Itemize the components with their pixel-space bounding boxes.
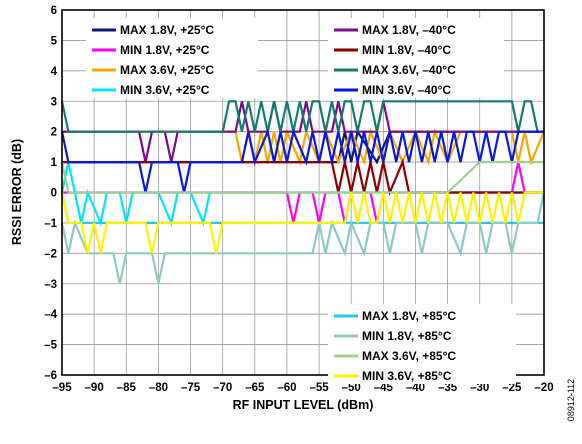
legend-label: MIN 1.8V, –40°C <box>362 43 451 57</box>
legend-label: MAX 3.6V, +25°C <box>120 63 214 77</box>
y-tick-label: 5 <box>51 35 58 47</box>
y-tick-label: 3 <box>51 96 57 108</box>
y-tick-label: –4 <box>44 309 57 321</box>
legend-label: MIN 1.8V, +85°C <box>362 329 452 343</box>
x-tick-label: –60 <box>277 382 296 394</box>
legend-label: MAX 1.8V, –40°C <box>362 23 456 37</box>
series-line-11 <box>60 191 544 254</box>
legend-25c: MAX 1.8V, +25°C MIN 1.8V, +25°C MAX 3.6V, … <box>86 18 258 98</box>
series-line-9 <box>60 192 546 285</box>
legend-label: MAX 1.8V, +25°C <box>120 23 214 37</box>
legend-label: MIN 3.6V, +25°C <box>120 83 210 97</box>
legend-label: MAX 3.6V, +85°C <box>362 349 456 363</box>
y-tick-label: 4 <box>51 66 58 78</box>
x-tick-label: –35 <box>438 382 458 394</box>
x-tick-label: –30 <box>470 382 489 394</box>
x-tick-label: –70 <box>213 382 232 394</box>
figure-id: 08912-112 <box>566 379 576 421</box>
legend-label: MAX 3.6V, –40°C <box>362 63 456 77</box>
x-axis-label: RF INPUT LEVEL (dBm) <box>233 398 374 412</box>
legend-label: MIN 3.6V, –40°C <box>362 83 451 97</box>
y-tick-label: –5 <box>44 340 57 352</box>
series-line-10 <box>60 161 544 194</box>
x-tick-label: –75 <box>181 382 201 394</box>
legend: MAX 1.8V, +25°C MIN 1.8V, +25°C MAX 3.6V, … <box>86 18 516 384</box>
x-tick-label: –80 <box>149 382 168 394</box>
x-tick-label: –85 <box>117 382 137 394</box>
y-axis-label: RSSI ERROR (dB) <box>10 139 24 245</box>
x-tick-label: –55 <box>309 382 329 394</box>
legend-85c: MAX 1.8V, +85°C MIN 1.8V, +85°C MAX 3.6V, … <box>328 304 516 384</box>
series-layer <box>60 100 546 285</box>
x-tick-label: –90 <box>85 382 104 394</box>
x-tick-label: –95 <box>52 382 72 394</box>
plot-frame <box>61 9 545 376</box>
y-tick-label: –3 <box>44 279 57 291</box>
y-tick-label: 2 <box>51 127 57 139</box>
legend-minus40c: MAX 1.8V, –40°C MIN 1.8V, –40°C MAX 3.6V, … <box>328 18 504 98</box>
legend-label: MIN 3.6V, +85°C <box>362 369 452 383</box>
tick-labels: –95 –90 –85 –80 –75 –70 –65 –60 –55 –50 –45 –40 –35–… <box>44 5 553 394</box>
x-tick-label: –45 <box>374 382 394 394</box>
x-tick-label: –50 <box>342 382 361 394</box>
legend-label: MAX 1.8V, +85°C <box>362 309 456 323</box>
x-tick-label: –65 <box>245 382 265 394</box>
series-line-7 <box>60 128 544 193</box>
x-tick-label: –40 <box>406 382 425 394</box>
y-tick-label: –2 <box>44 248 57 260</box>
legend-85c-box <box>328 304 516 384</box>
y-tick-label: 0 <box>51 188 57 200</box>
x-tick-label: –25 <box>502 382 522 394</box>
y-tick-label: 1 <box>51 157 58 169</box>
legend-label: MIN 1.8V, +25°C <box>120 43 210 57</box>
y-tick-label: 6 <box>51 5 57 17</box>
series-line-6 <box>60 100 544 133</box>
y-tick-label: –1 <box>44 218 57 230</box>
y-tick-label: –6 <box>44 370 57 382</box>
x-tick-label: –20 <box>534 382 553 394</box>
